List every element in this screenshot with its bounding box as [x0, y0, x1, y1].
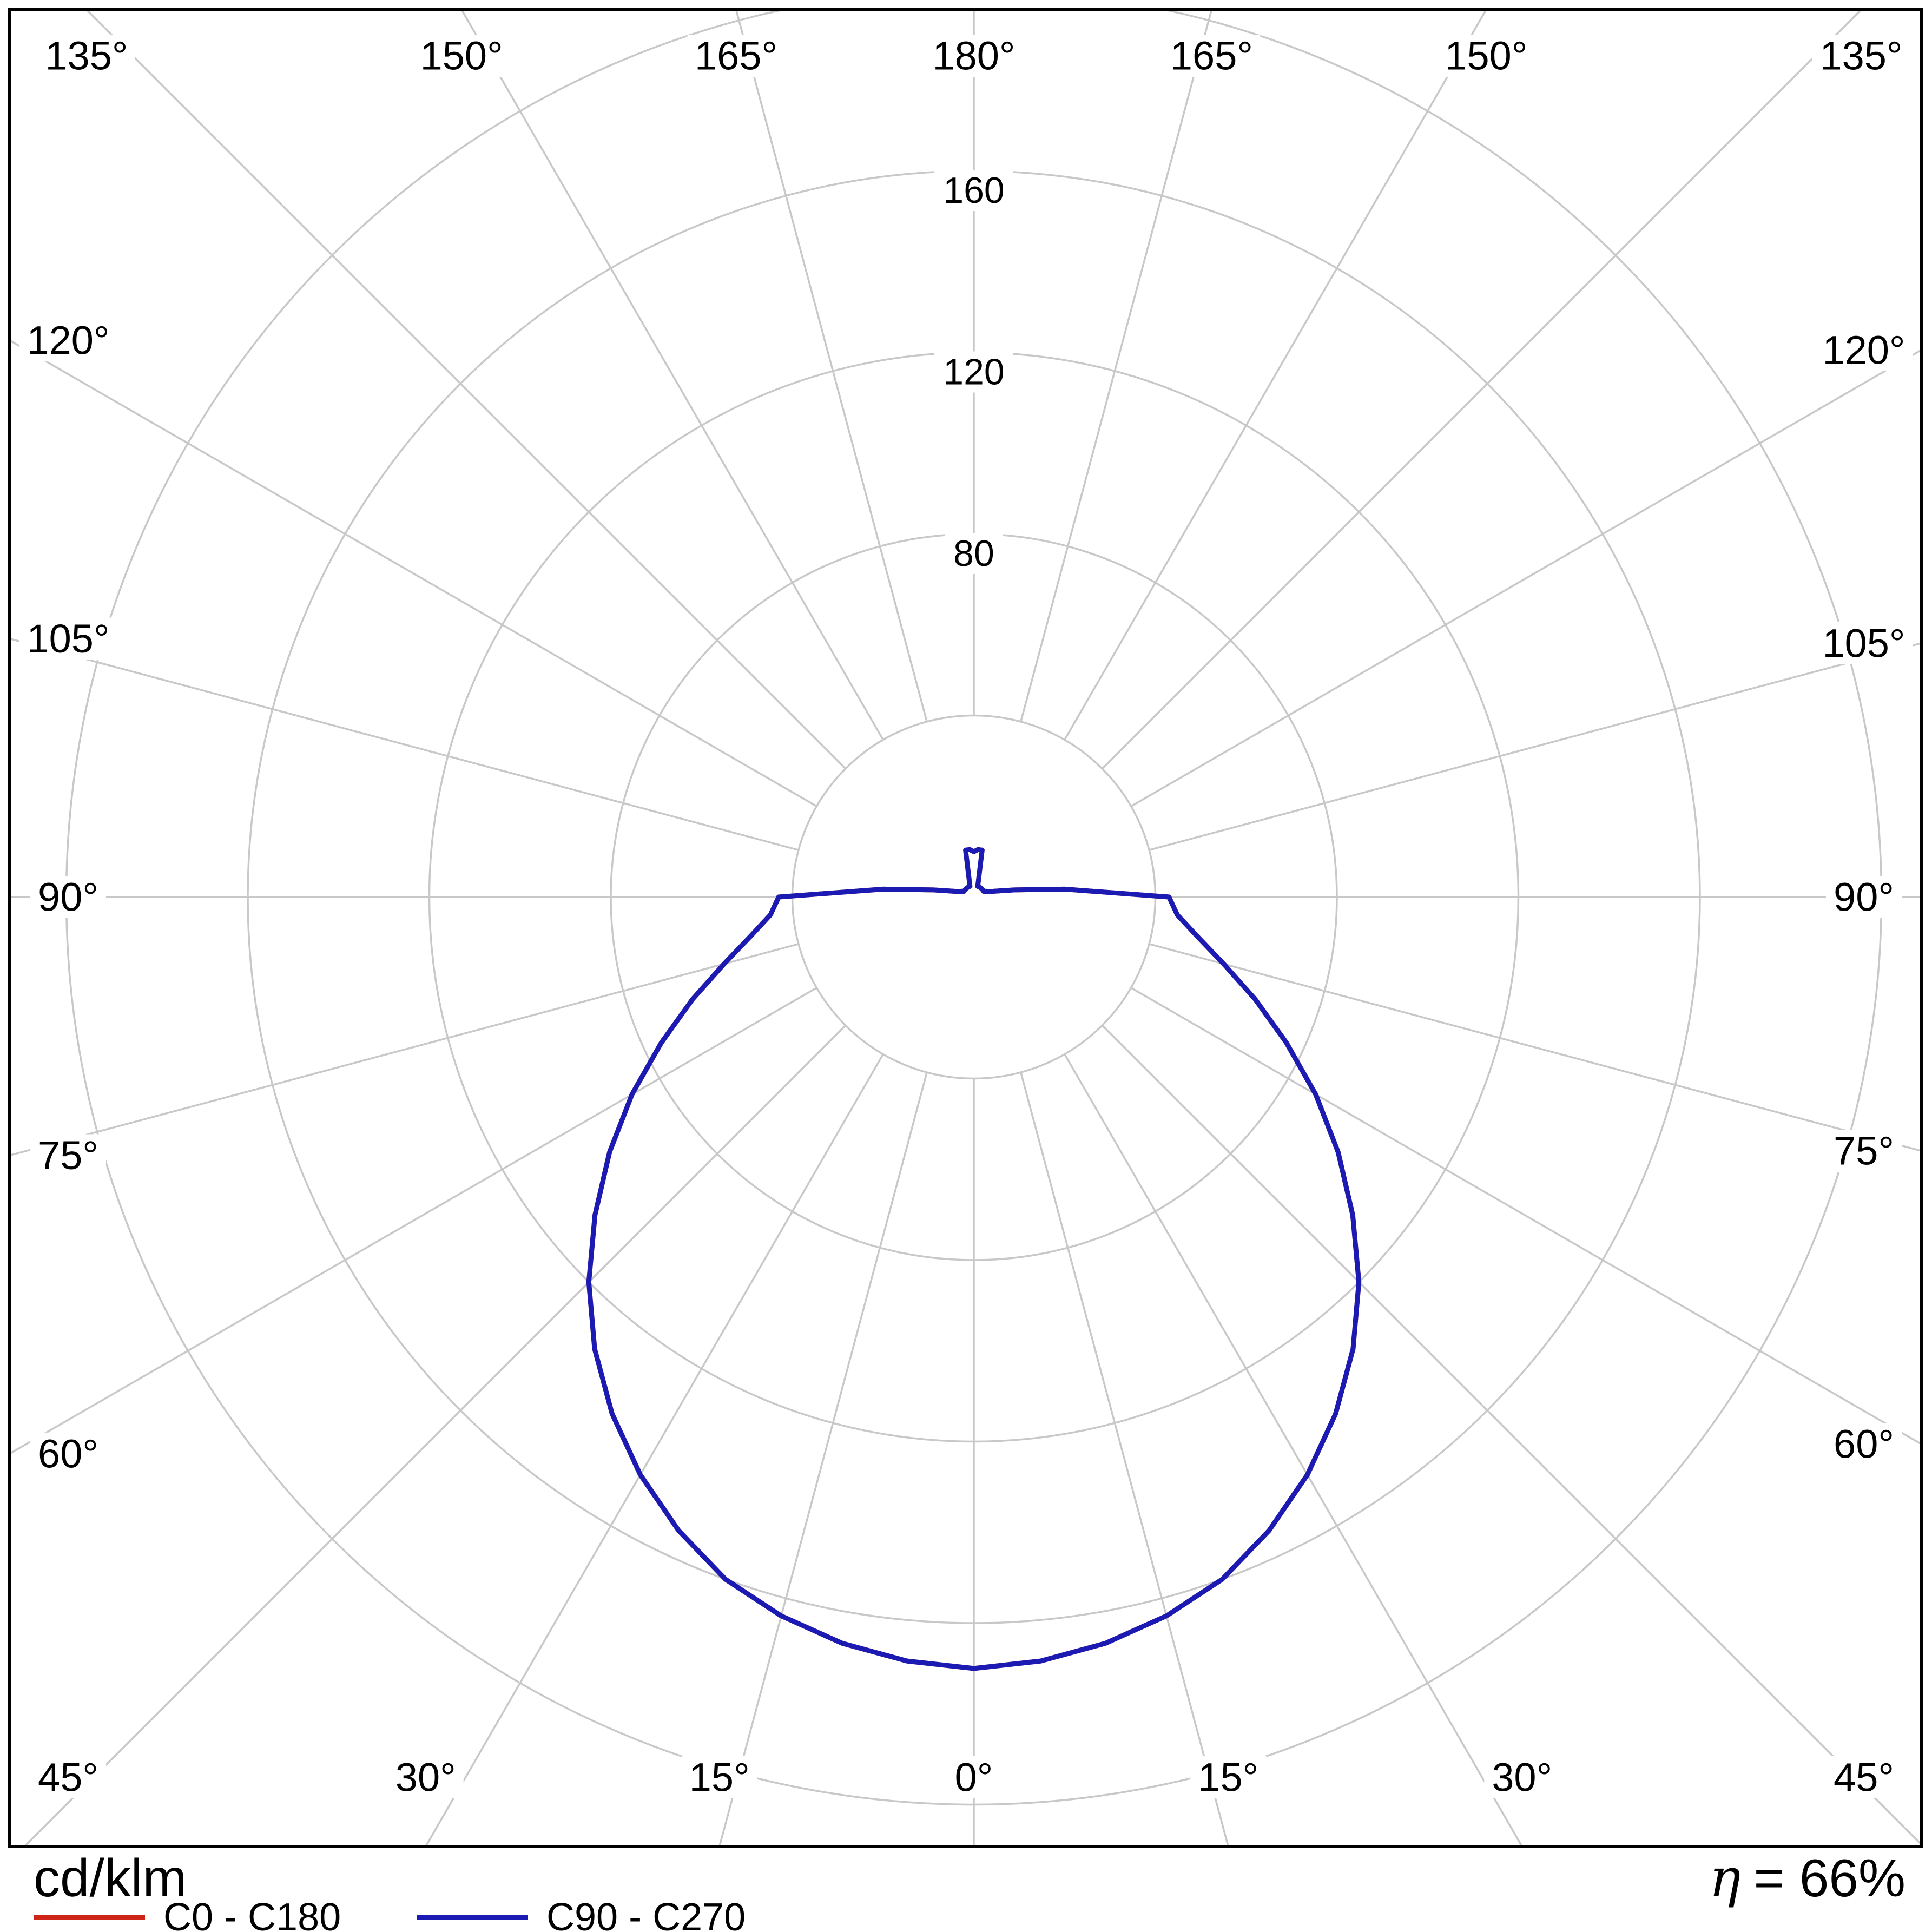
radial-tick-label: 80 [953, 533, 994, 574]
grid-ray [424, 1053, 884, 1847]
angle-label: 150° [420, 34, 503, 78]
angle-label-bg [1826, 1756, 1902, 1798]
curve-c90-c270 [586, 847, 1362, 1671]
grid-ray [1149, 642, 1921, 851]
grid-ray [460, 10, 884, 741]
radial-tick-label: 160 [943, 170, 1004, 211]
angle-label-bg [19, 319, 117, 362]
angle-labels: 0° 15° 15° 30° 30° 45° 45° 60° 60° 75° 75° 90° 90° 10… [19, 34, 1913, 1800]
grid-ray [10, 943, 799, 1157]
radial-tick-labels: 80 120 160 [934, 170, 1013, 574]
grid-ray [10, 637, 799, 851]
radial-label-bg [934, 351, 1013, 393]
grid-ray [1130, 987, 1921, 1445]
angle-label: 15° [689, 1755, 750, 1800]
angle-label: 150° [1445, 34, 1527, 78]
angle-label: 90° [1834, 875, 1894, 920]
angle-label-bg [1826, 876, 1902, 918]
plot-frame [8, 8, 1923, 1848]
angle-label-bg [30, 1756, 106, 1798]
angle-label: 75° [1834, 1129, 1894, 1173]
grid-ray [1020, 10, 1213, 722]
angle-label-bg [687, 35, 785, 77]
angle-label: 15° [1198, 1755, 1258, 1800]
angle-label-bg [1437, 35, 1535, 77]
angle-label-bg [1190, 1756, 1267, 1798]
angle-label-bg [413, 35, 511, 77]
grid-ray [718, 1072, 928, 1847]
angle-label-bg [1826, 1130, 1902, 1172]
angle-label: 30° [395, 1755, 456, 1800]
angle-label-bg [1826, 1422, 1902, 1465]
legend-label-c90: C90 - C270 [546, 1896, 746, 1932]
angle-label: 105° [27, 616, 109, 661]
angle-label-bg [925, 35, 1023, 77]
angle-label: 0° [955, 1755, 993, 1800]
angle-label-bg [38, 35, 135, 77]
radial-label-bg [934, 170, 1013, 211]
angle-label: 105° [1822, 621, 1905, 665]
angle-label: 120° [27, 318, 109, 363]
angle-label: 165° [695, 34, 777, 78]
angle-label: 135° [45, 34, 128, 78]
legend: C0 - C180 C90 - C270 [34, 1896, 746, 1932]
grid-ray [1101, 1024, 1921, 1846]
angle-label-bg [947, 1756, 1001, 1798]
radial-tick-label: 120 [943, 352, 1004, 393]
angle-label-bg [1163, 35, 1261, 77]
angle-label-bg [19, 617, 117, 660]
intensity-curves [586, 847, 1362, 1671]
angle-label: 60° [38, 1431, 98, 1476]
angle-label-bg [1812, 35, 1910, 77]
eta-value: = 66% [1753, 1848, 1905, 1908]
angle-label-bg [1815, 622, 1913, 664]
angle-label: 45° [38, 1755, 98, 1800]
angle-label: 75° [38, 1133, 98, 1178]
grid-ray [1149, 943, 1921, 1152]
angle-label-bg [30, 1432, 106, 1475]
angle-label: 135° [1819, 34, 1902, 78]
angle-label: 30° [1492, 1755, 1552, 1800]
angle-label-bg [387, 1756, 464, 1798]
angle-label: 60° [1834, 1421, 1894, 1466]
angle-label: 45° [1834, 1755, 1894, 1800]
angle-label: 120° [1822, 328, 1905, 373]
angle-label-bg [30, 876, 106, 918]
grid-ray [1130, 349, 1921, 807]
grid-ray [10, 339, 817, 807]
angle-label-bg [30, 1134, 106, 1177]
unit-label: cd/klm [34, 1848, 187, 1908]
angle-label-bg [1815, 329, 1913, 372]
grid-ray [1020, 1072, 1230, 1847]
grid-ray [10, 987, 817, 1455]
angle-label: 180° [932, 34, 1015, 78]
efficiency-label: η = 66% [1709, 1848, 1905, 1909]
eta-symbol: η [1709, 1848, 1741, 1909]
angle-label: 165° [1170, 34, 1253, 78]
radial-label-bg [945, 533, 1003, 574]
grid-ray [1064, 10, 1487, 741]
grid-ray [23, 1024, 847, 1847]
grid-ray [735, 10, 928, 722]
angle-label-bg [1484, 1756, 1560, 1798]
angle-label-bg [681, 1756, 757, 1798]
grid-ray [1064, 1053, 1524, 1847]
legend-label-c0: C0 - C180 [163, 1896, 341, 1932]
angle-label: 90° [38, 875, 98, 920]
